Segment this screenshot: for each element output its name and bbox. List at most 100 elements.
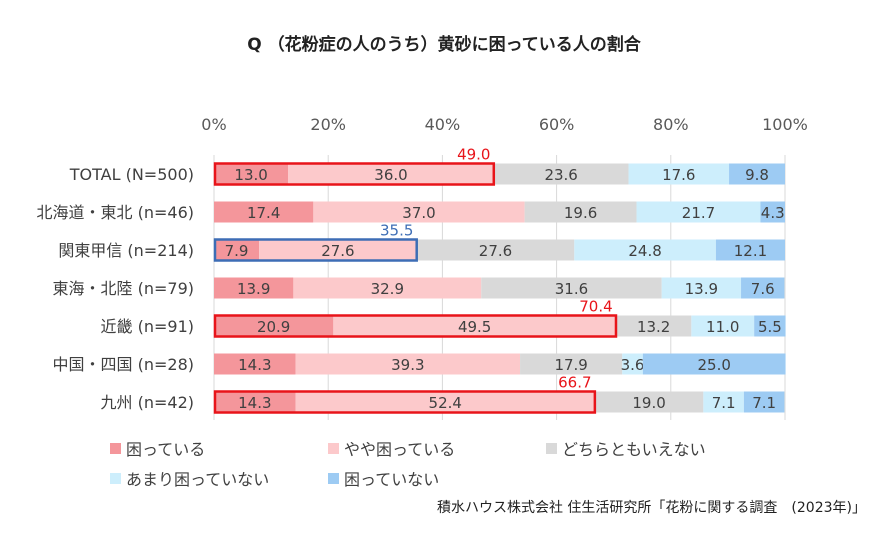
x-tick-label: 0% [201, 115, 226, 134]
data-label: 9.8 [745, 166, 769, 184]
data-label: 14.3 [238, 394, 271, 412]
data-label: 31.6 [555, 280, 588, 298]
bar-segment [703, 391, 744, 413]
bar-segment [574, 239, 716, 261]
data-label: 52.4 [429, 394, 462, 412]
bar-segment [295, 353, 521, 375]
bar-segment [520, 353, 623, 375]
data-label: 13.2 [637, 318, 670, 336]
data-label: 17.9 [554, 356, 587, 374]
legend-item: 困っていない [328, 466, 439, 490]
data-label: 49.5 [458, 318, 491, 336]
data-label: 13.9 [685, 280, 718, 298]
bar-segment [313, 201, 525, 223]
legend-swatch [328, 472, 339, 484]
highlight-box [213, 162, 496, 186]
bar-segment [729, 163, 785, 185]
category-label: 東海・北陸 (n=79) [53, 279, 194, 298]
x-tick-label: 40% [425, 115, 461, 134]
bar-segment [743, 391, 785, 413]
x-tick-label: 100% [762, 115, 808, 134]
highlight-box [213, 390, 597, 414]
data-label: 19.6 [564, 204, 597, 222]
data-label: 27.6 [321, 242, 354, 260]
bar-segment [214, 277, 294, 299]
bar-segment [493, 163, 629, 185]
data-label: 7.9 [225, 242, 249, 260]
bar-segment [741, 277, 785, 299]
data-label: 27.6 [479, 242, 512, 260]
bar-segment [214, 315, 334, 337]
category-label: 九州 (n=42) [101, 393, 194, 412]
bar-segment [715, 239, 785, 261]
bar-segment [760, 201, 785, 223]
data-label: 32.9 [371, 280, 404, 298]
bar-segment [691, 315, 755, 337]
bar-segment [214, 239, 260, 261]
data-label: 12.1 [734, 242, 767, 260]
data-label: 7.1 [752, 394, 776, 412]
category-label: 関東甲信 (n=214) [58, 241, 194, 260]
bar-segment [214, 201, 314, 223]
bar-segment [754, 315, 786, 337]
legend-item: どちらともいえない [546, 436, 706, 460]
data-label: 5.5 [758, 318, 782, 336]
legend-item: 困っている [110, 436, 205, 460]
category-label: TOTAL (N=500) [69, 165, 194, 184]
highlight-total-label: 49.0 [457, 146, 490, 164]
data-label: 24.8 [628, 242, 661, 260]
x-tick-label: 80% [653, 115, 689, 134]
bar-segment [416, 239, 575, 261]
bar-segment [214, 353, 296, 375]
highlight-total-label: 66.7 [558, 374, 591, 392]
highlight-total-label: 35.5 [380, 222, 413, 240]
bar-segment [259, 239, 417, 261]
category-label: 北海道・東北 (n=46) [37, 203, 194, 222]
chart-title: Q （花粉症の人のうち）黄砂に困っている人の割合 [247, 35, 641, 55]
data-label: 7.6 [751, 280, 775, 298]
data-label: 23.6 [544, 166, 577, 184]
data-label: 13.0 [234, 166, 267, 184]
legend-label: 困っていない [344, 470, 440, 489]
highlight-total-label: 70.4 [579, 298, 612, 316]
category-label: 中国・四国 (n=28) [53, 355, 194, 374]
bar-segment [594, 391, 704, 413]
legend-label: あまり困っていない [126, 470, 270, 489]
data-label: 4.3 [761, 204, 785, 222]
bar-segment [661, 277, 742, 299]
data-label: 13.9 [237, 280, 270, 298]
bar-segment [628, 163, 730, 185]
highlight-box [213, 314, 618, 338]
bar-segment [293, 277, 482, 299]
bar-segment [615, 315, 692, 337]
legend-label: どちらともいえない [562, 440, 706, 459]
highlight-box [213, 238, 418, 262]
data-label: 37.0 [402, 204, 435, 222]
legend-swatch [110, 442, 121, 454]
bar-segment [214, 163, 289, 185]
source-note: 積水ハウス株式会社 住生活研究所「花粉に関する調査 (2023年)」 [436, 500, 866, 516]
bar-segment [524, 201, 637, 223]
legend-swatch [110, 472, 121, 484]
data-label: 19.0 [632, 394, 665, 412]
bar-segment [214, 391, 296, 413]
bar-segment [622, 353, 643, 375]
data-label: 11.0 [706, 318, 739, 336]
data-label: 17.4 [247, 204, 280, 222]
category-label: 近畿 (n=91) [101, 317, 194, 336]
data-label: 25.0 [697, 356, 730, 374]
bar-segment [481, 277, 662, 299]
data-label: 3.6 [621, 356, 645, 374]
data-label: 7.1 [712, 394, 736, 412]
data-label: 17.6 [662, 166, 695, 184]
bar-segment [288, 163, 494, 185]
data-label: 20.9 [257, 318, 290, 336]
legend-item: やや困っている [328, 436, 455, 460]
bar-segment [642, 353, 786, 375]
x-tick-label: 60% [539, 115, 575, 134]
legend-label: やや困っている [344, 440, 456, 459]
legend-swatch [546, 442, 557, 454]
data-label: 39.3 [391, 356, 424, 374]
x-tick-label: 20% [310, 115, 346, 134]
